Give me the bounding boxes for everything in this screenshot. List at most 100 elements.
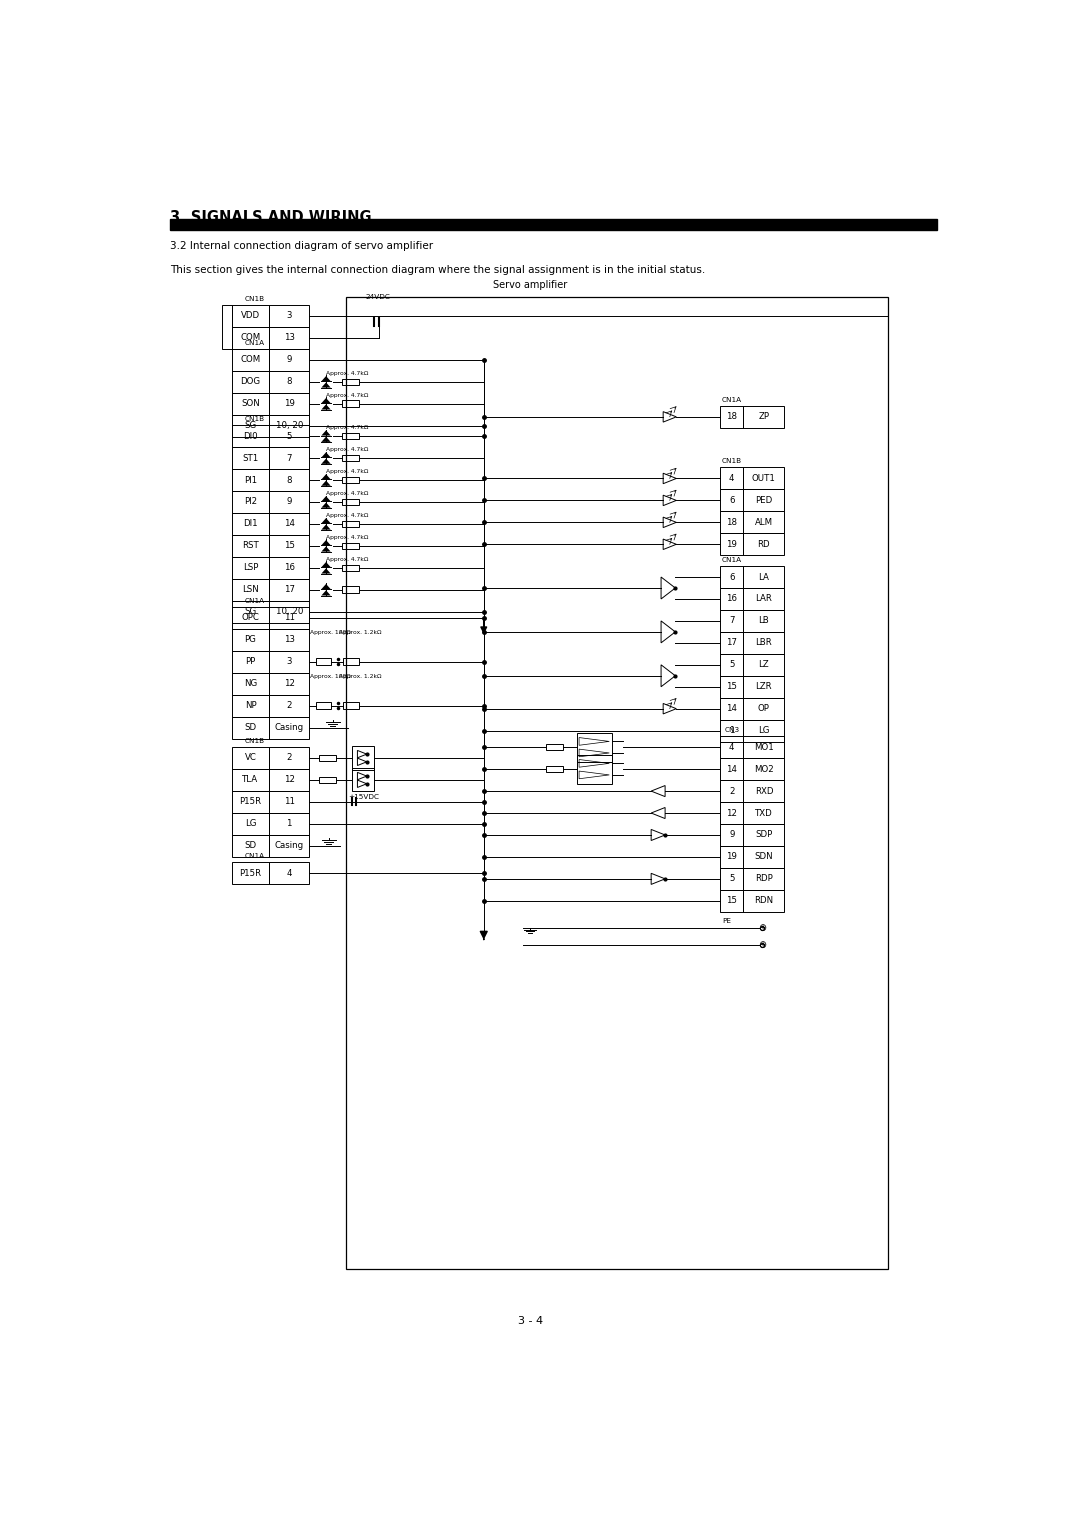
Bar [221,306,232,348]
Bar [269,630,309,651]
Bar [342,379,359,385]
Text: This section gives the internal connection diagram where the signal assignment i: This section gives the internal connecti… [170,264,705,275]
Text: NG: NG [244,678,257,688]
Bar [743,633,784,654]
Text: 3: 3 [286,312,292,321]
Polygon shape [322,584,330,590]
Bar [269,813,309,834]
Text: 4: 4 [729,474,734,483]
Text: 2: 2 [729,787,734,796]
Bar [269,348,309,371]
Text: Approx. 4.7kΩ: Approx. 4.7kΩ [326,393,368,397]
Text: RD: RD [757,539,770,549]
Bar [269,448,309,469]
Bar [743,847,784,868]
Text: 13: 13 [284,333,295,342]
Bar [269,513,309,535]
Text: OUT1: OUT1 [752,474,775,483]
Text: CN1A: CN1A [721,397,742,403]
Bar [720,868,743,889]
Bar [232,717,269,738]
Bar [269,393,309,414]
Bar [720,489,743,512]
Text: Approx. 4.7kΩ: Approx. 4.7kΩ [326,448,368,452]
Bar [269,469,309,490]
Text: Approx. 4.7kΩ: Approx. 4.7kΩ [326,425,368,431]
Text: 15: 15 [726,897,738,905]
Text: Casing: Casing [274,723,303,732]
Text: MO2: MO2 [754,764,773,773]
Text: Approx. 4.7kΩ: Approx. 4.7kΩ [326,469,368,474]
Text: PI2: PI2 [244,498,257,506]
Text: NP: NP [245,701,256,711]
Bar [743,489,784,512]
Bar [269,579,309,601]
Bar [232,862,269,885]
Text: 9: 9 [729,831,734,839]
Bar [269,792,309,813]
Bar [352,769,374,792]
Text: 9: 9 [286,498,292,506]
Text: LB: LB [758,616,769,625]
Text: LZR: LZR [756,681,772,691]
Text: 17: 17 [284,585,295,594]
Bar [743,889,784,912]
Text: ALM: ALM [755,518,773,527]
Text: LSP: LSP [243,564,258,573]
Bar [743,533,784,555]
Bar [269,834,309,857]
Text: RXD: RXD [755,787,773,796]
Bar [269,769,309,792]
Text: 15: 15 [284,541,295,550]
Text: 12: 12 [726,808,738,817]
Text: LZ: LZ [758,660,769,669]
Bar [342,400,359,406]
Bar [743,781,784,802]
Bar [232,556,269,579]
Bar [232,769,269,792]
Text: 19: 19 [727,853,738,862]
Bar [232,535,269,556]
Polygon shape [322,497,330,501]
Text: COM: COM [241,356,260,364]
Text: 14: 14 [284,520,295,529]
Text: 7: 7 [286,454,292,463]
Text: ⊕: ⊕ [758,940,766,950]
Bar [720,565,743,588]
Text: VDD: VDD [241,312,260,321]
Bar [720,781,743,802]
Bar [720,802,743,824]
Polygon shape [322,431,330,435]
Text: 12: 12 [284,775,295,784]
Bar [577,755,611,784]
Bar [743,720,784,741]
Text: 15: 15 [726,681,738,691]
Text: PED: PED [755,497,772,504]
Polygon shape [322,382,330,388]
Bar [232,579,269,601]
Text: 16: 16 [284,564,295,573]
Polygon shape [322,590,330,596]
Text: P15R: P15R [240,869,261,879]
Text: Approx. 1.2kΩ: Approx. 1.2kΩ [339,630,381,634]
Bar [269,862,309,885]
Text: 6: 6 [729,573,734,582]
Polygon shape [322,481,330,486]
Bar [232,425,269,448]
Text: OPC: OPC [242,613,259,622]
Bar [269,651,309,672]
Text: CN1B: CN1B [244,416,265,422]
Bar [743,610,784,633]
Text: 8: 8 [286,377,292,387]
Bar [720,758,743,781]
Polygon shape [322,437,330,442]
Polygon shape [322,568,330,573]
Bar [269,306,309,327]
Bar [269,490,309,513]
Bar [232,393,269,414]
Bar [720,720,743,741]
Text: 4: 4 [286,869,292,879]
Text: SD: SD [244,842,257,850]
Bar [232,672,269,695]
Text: 2: 2 [286,701,292,711]
